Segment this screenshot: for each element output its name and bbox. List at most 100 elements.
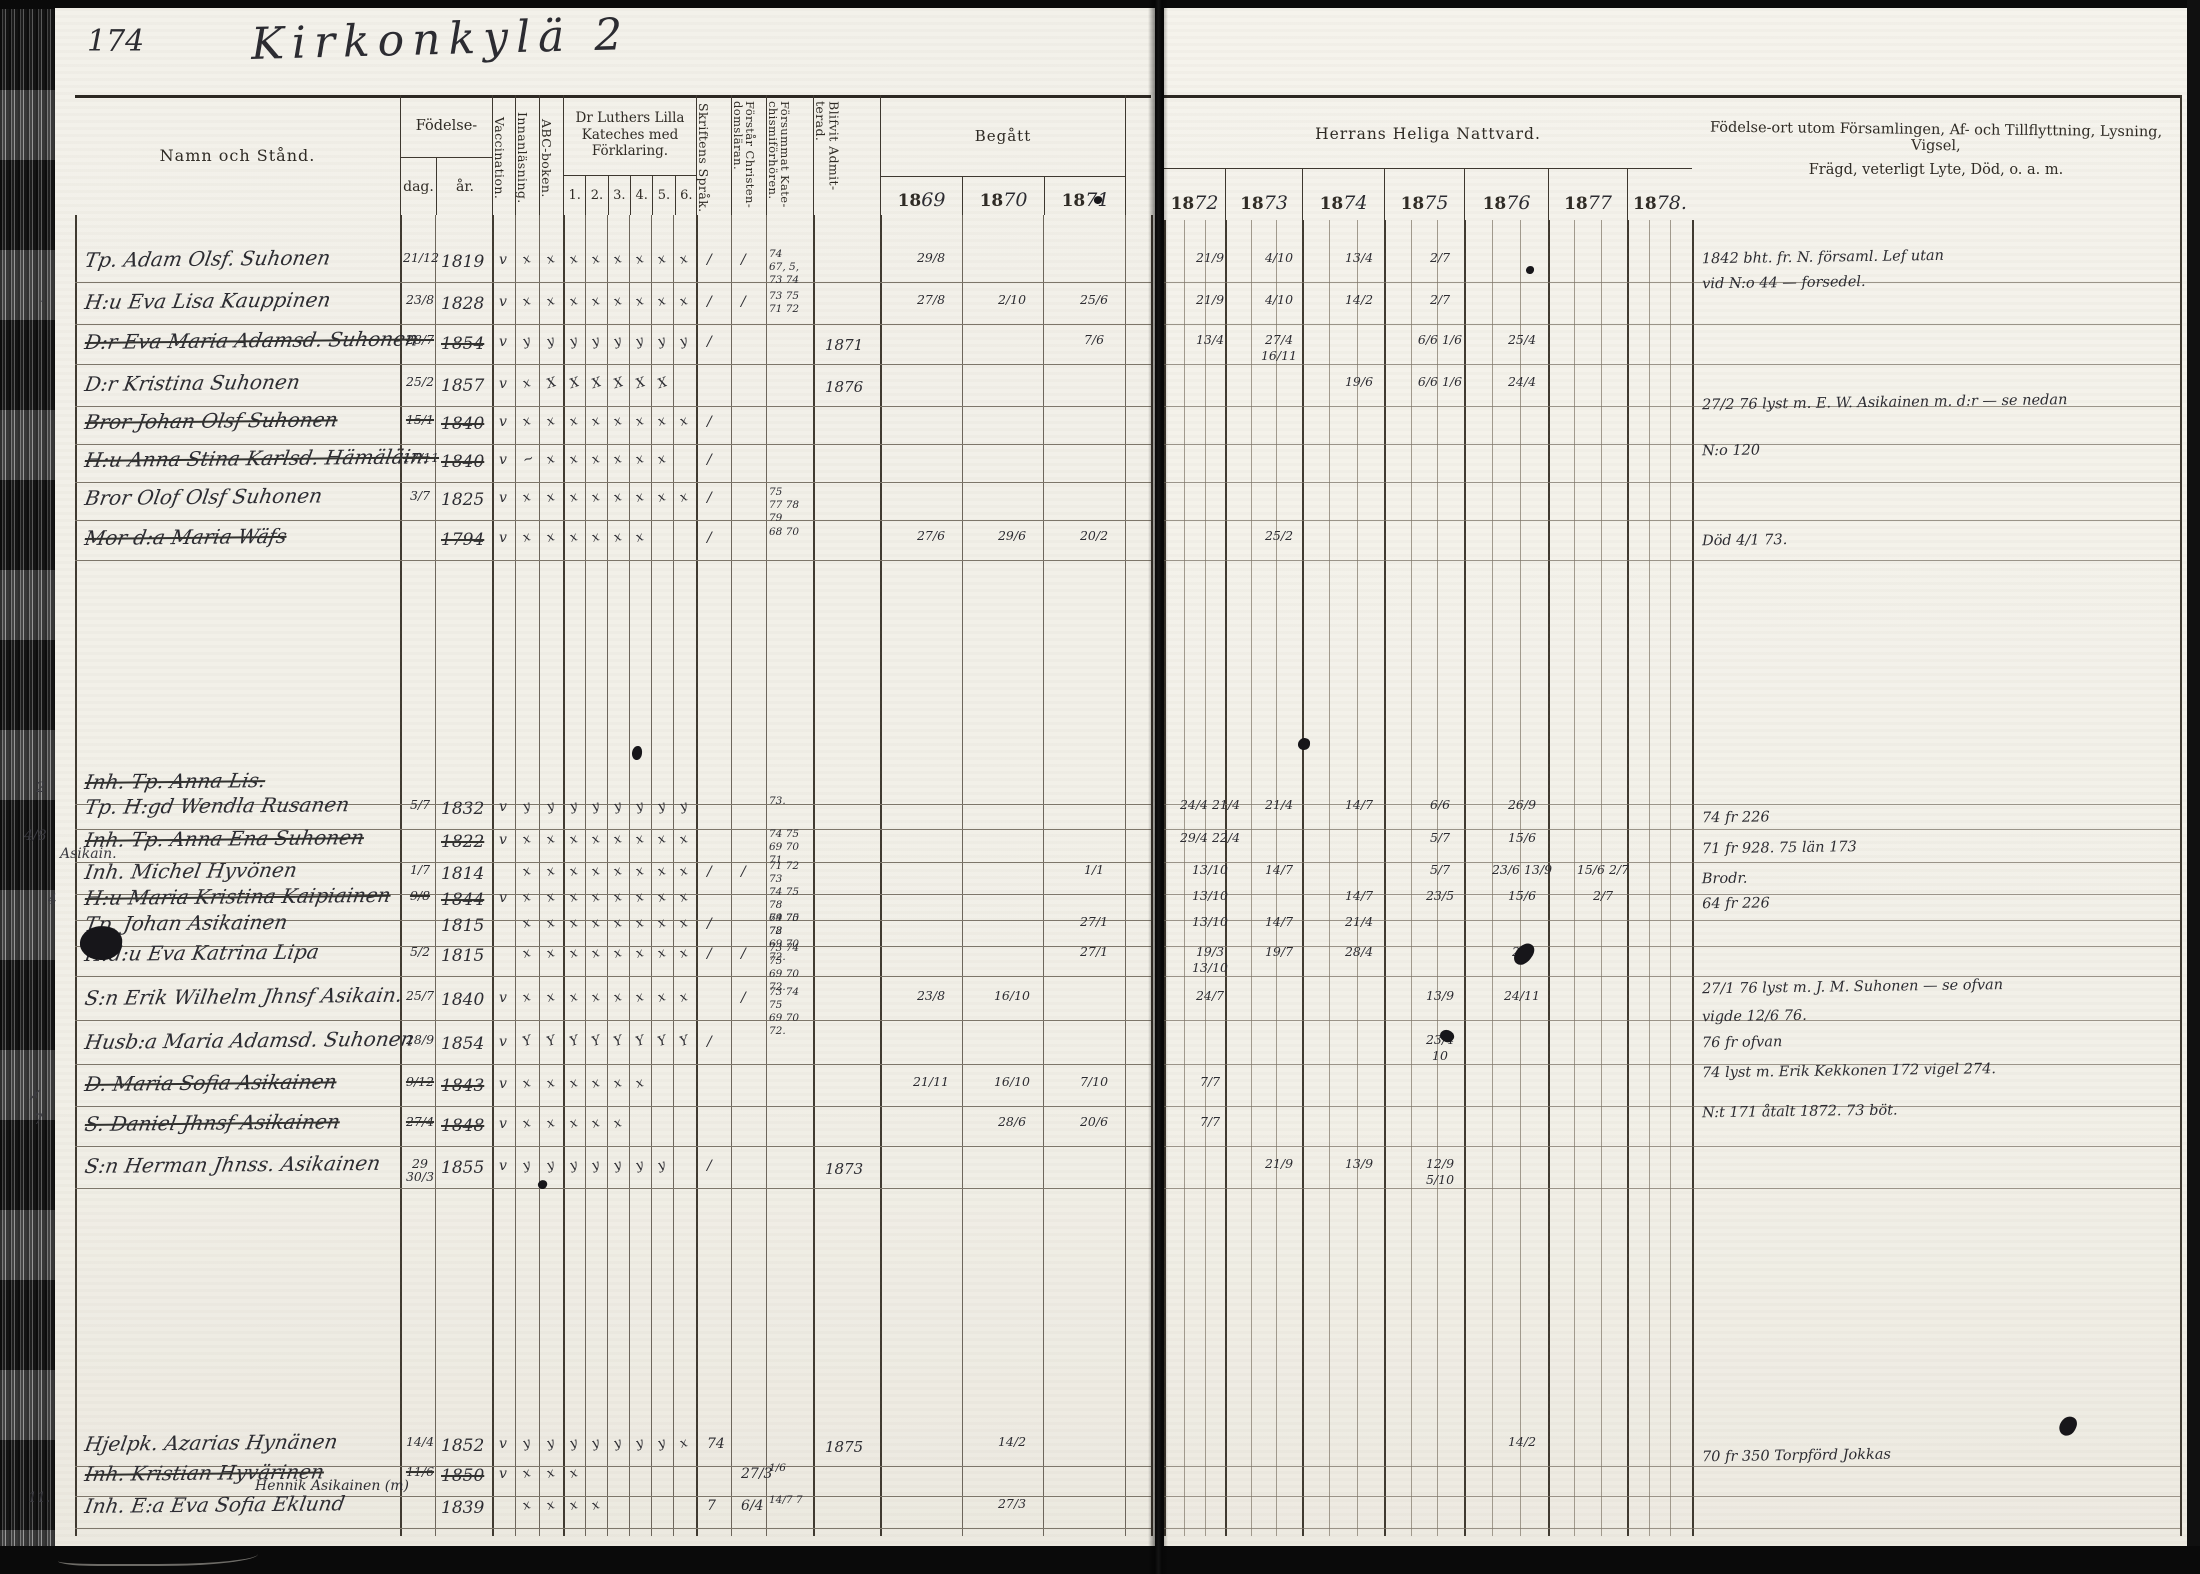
entry-name: S:n Erik Wilhelm Jhnsf Asikain. xyxy=(83,982,405,1010)
column-subline xyxy=(1574,220,1576,1536)
reading-mark: x xyxy=(567,863,580,880)
nattvard-years: 18 72 18 73 18 74 18 75 18 76 18 77 18 78. xyxy=(1164,168,1692,220)
reading-mark: x xyxy=(567,945,580,962)
reading-mark: x xyxy=(633,863,646,880)
begatt-year-printed: 18 xyxy=(897,191,922,211)
begatt-date: 20/6 xyxy=(1079,1114,1109,1129)
communion-date: 14/7 xyxy=(1264,914,1294,929)
nattvard-year-hand: 73 xyxy=(1263,192,1288,214)
row-line xyxy=(75,976,1151,977)
understands-mark: / xyxy=(741,946,746,962)
reading-mark: x xyxy=(544,1497,557,1514)
reading-mark: x xyxy=(655,293,668,310)
entry-birth-year: 1832 xyxy=(441,799,485,819)
reading-mark: x xyxy=(544,451,557,468)
nattvard-year-printed: 18 xyxy=(1564,194,1588,214)
reading-mark: x xyxy=(633,251,646,268)
communion-date: 13/4 xyxy=(1195,332,1225,347)
entry-name: Mor d:a Maria Wäfs xyxy=(83,523,289,550)
language-mark: 74 xyxy=(707,1436,725,1452)
begatt-date: 27/6 xyxy=(916,528,946,543)
entry-name: Hjelpk. Azarias Hynänen xyxy=(83,1429,340,1456)
reading-mark: x xyxy=(567,1115,580,1132)
language-label: Skriftens Språk. xyxy=(696,103,712,213)
reading-mark: x xyxy=(544,863,557,880)
reading-mark: y xyxy=(611,1435,624,1452)
row-line xyxy=(1164,894,2180,895)
row-line xyxy=(1164,520,2180,521)
communion-date: 24/7 xyxy=(1195,988,1225,1003)
entry-name: D:r Kristina Suhonen xyxy=(83,369,302,396)
communion-date: 21/9 xyxy=(1195,292,1225,307)
abc-label: ABC-boken. xyxy=(539,118,555,198)
column-line xyxy=(539,215,540,1536)
reading-mark: y xyxy=(520,1435,533,1452)
nattvard-year: 18 74 xyxy=(1302,168,1384,220)
reading-mark: Y xyxy=(633,1033,647,1050)
reading-mark: y xyxy=(567,333,580,350)
missed-label: Försummat Kate­chismiförhören. xyxy=(766,101,793,208)
entry-birth-day: 17/11 xyxy=(403,450,440,465)
reading-mark: X xyxy=(611,374,626,393)
reading-mark: x xyxy=(567,529,580,546)
reading-mark: x xyxy=(611,451,624,468)
entry-name: S. Daniel Jhnsf Asikainen xyxy=(83,1109,342,1136)
language-mark: / xyxy=(707,916,712,932)
communion-date: 25/2 xyxy=(1264,528,1294,543)
reading-mark: x xyxy=(544,889,557,906)
entry-birth-year: 1854 xyxy=(441,334,485,354)
margin-note: Asikain. xyxy=(60,846,117,862)
page-corner-curl xyxy=(58,1542,258,1566)
communion-date: 21/9 xyxy=(1264,1156,1294,1171)
reading-mark: x xyxy=(655,863,668,880)
reading-mark: x xyxy=(520,1115,533,1132)
entry-birth-year: 1840 xyxy=(441,990,485,1010)
column-subline xyxy=(1276,220,1278,1536)
column-subline xyxy=(1600,220,1602,1536)
entry-name: H:u Anna Stina Karlsd. Hämäläin. xyxy=(83,444,432,472)
reading-mark: x xyxy=(520,915,533,932)
communion-date: 23/6 13/9 xyxy=(1491,862,1553,877)
column-line xyxy=(400,215,402,1536)
begatt-date: 20/2 xyxy=(1079,528,1109,543)
reading-mark: y xyxy=(655,798,668,815)
communion-date: 21/4 xyxy=(1344,914,1374,929)
column-line xyxy=(585,215,586,1536)
reading-mark: x xyxy=(520,863,533,880)
notes-entry: Brodr. 64 fr 226 xyxy=(1701,870,1770,913)
column-line xyxy=(673,215,674,1536)
reading-mark: x xyxy=(544,413,557,430)
col-header-reading: Innanläsning. xyxy=(515,95,539,215)
reading-mark: x xyxy=(520,889,533,906)
notes-entry: 1842 bht. fr. N. församl. Lef utan vid N… xyxy=(1701,247,1945,293)
reading-mark: x xyxy=(544,1465,557,1482)
col-header-vaccination: Vaccination. xyxy=(492,95,515,215)
reading-mark: y xyxy=(677,333,690,350)
entry-birth-year: 1814 xyxy=(441,864,485,884)
notes-entry: N:t 171 åtalt 1872. 73 böt. xyxy=(1701,1102,1898,1122)
column-subline xyxy=(1250,220,1252,1536)
nattvard-year: 18 77 xyxy=(1548,168,1627,220)
row-line xyxy=(1164,364,2180,365)
reading-mark: y xyxy=(611,1157,624,1174)
notes-label-line1: Födelse-ort utom Församlingen, Af- och T… xyxy=(1709,119,2163,155)
communion-date: 13/4 xyxy=(1344,250,1374,265)
reading-mark: x xyxy=(567,915,580,932)
reading-mark: x xyxy=(611,889,624,906)
reading-mark: y xyxy=(633,798,646,815)
vaccination-mark: v xyxy=(499,1158,507,1174)
column-subline xyxy=(1329,220,1331,1536)
entry-birth-year: 1844 xyxy=(441,890,485,910)
entry-name: Husb:a Maria Adamsd. Suhonen xyxy=(83,1026,416,1054)
entry-birth-year: 1815 xyxy=(441,946,485,966)
vaccination-label: Vaccination. xyxy=(492,116,508,200)
vaccination-mark: v xyxy=(499,1116,507,1132)
entry-above-note: Hennik Asikainen (m) xyxy=(255,1478,409,1494)
vaccination-mark: v xyxy=(499,799,507,815)
reading-mark: x xyxy=(611,831,624,848)
column-line xyxy=(1548,220,1550,1536)
entry-name: Tp. H:gd Wendla Rusanen xyxy=(83,792,352,819)
communion-date: 14/7 xyxy=(1344,797,1374,812)
reading-mark: x xyxy=(677,489,690,506)
reading-mark: x xyxy=(520,1075,533,1092)
